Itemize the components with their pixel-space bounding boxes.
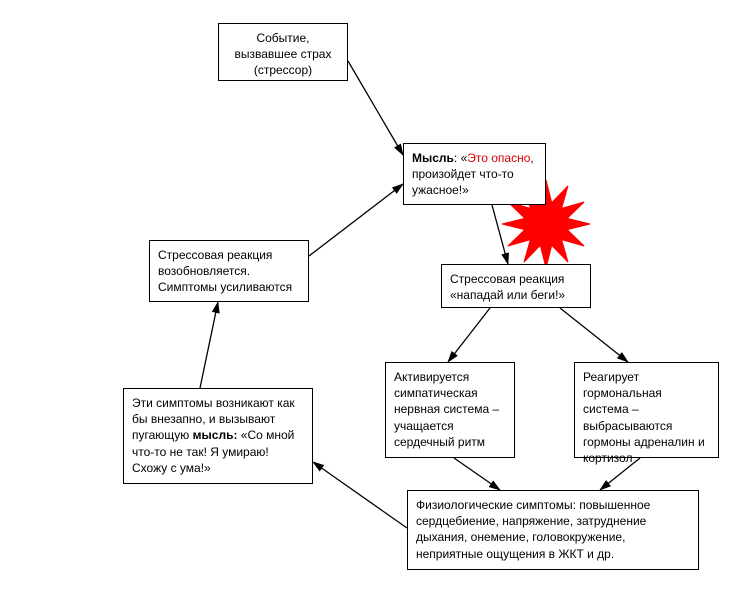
node-event-text: Событие, вызвавшее страх (стрессор) (235, 31, 332, 77)
edge-self-to-renew (200, 302, 218, 388)
edge-phys-to-self (313, 462, 407, 528)
node-horm-text: Реагирует гормональная система – выбрасы… (583, 370, 705, 465)
edge-sns-to-phys (454, 458, 500, 490)
edge-stress-to-horm (560, 308, 628, 362)
edge-thought-to-stress (492, 205, 508, 264)
node-sns: Активируется симпатическая нервная систе… (385, 362, 515, 458)
edge-stress-to-sns (448, 308, 490, 362)
node-renew: Стрессовая реакция возобновляется. Симпт… (149, 240, 309, 302)
node-stress-text: Стрессовая реакция «нападай или беги!» (450, 272, 565, 302)
node-phys-text: Физиологические симптомы: повышенное сер… (416, 498, 650, 561)
node-self: Эти симптомы возникают как бы внезапно, … (123, 388, 313, 484)
node-thought: Мысль: «Это опасно, произойдет что-то уж… (403, 143, 546, 205)
node-horm: Реагирует гормональная система – выбрасы… (574, 362, 719, 458)
node-thought-sep: : « (454, 151, 467, 165)
edge-renew-to-thought (309, 184, 403, 256)
node-self-bold: мысль: (193, 428, 238, 442)
node-thought-danger: Это опасно (467, 151, 530, 165)
node-sns-text: Активируется симпатическая нервная систе… (394, 370, 499, 449)
node-phys: Физиологические симптомы: повышенное сер… (407, 490, 699, 570)
node-stress: Стрессовая реакция «нападай или беги!» (441, 264, 591, 308)
node-thought-label: Мысль (412, 151, 454, 165)
node-renew-text: Стрессовая реакция возобновляется. Симпт… (158, 248, 292, 294)
node-event: Событие, вызвавшее страх (стрессор) (218, 23, 348, 81)
edge-event-to-thought (348, 61, 403, 155)
